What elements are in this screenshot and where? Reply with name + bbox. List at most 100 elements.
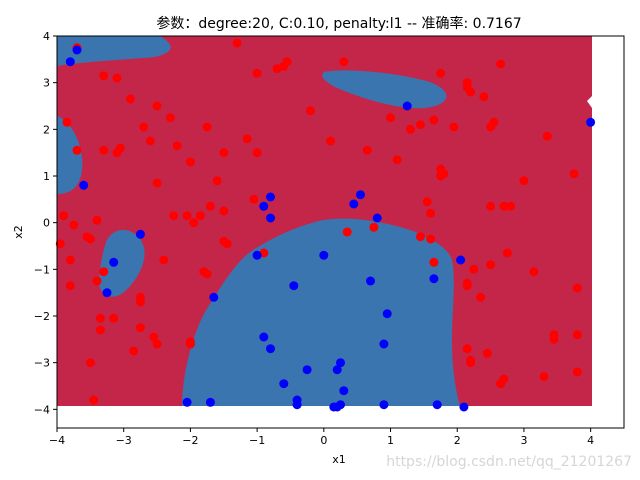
red-point	[506, 201, 516, 211]
red-point	[205, 201, 215, 211]
blue-point	[332, 365, 342, 375]
red-point	[112, 73, 122, 83]
red-point	[72, 145, 82, 155]
red-point	[59, 211, 69, 221]
y-tick-label: −3	[34, 357, 50, 370]
red-point	[436, 171, 446, 181]
x-tick-label: 1	[387, 434, 394, 447]
blue-point	[109, 257, 119, 267]
red-point	[95, 313, 105, 323]
red-point	[65, 281, 75, 291]
blue-point	[65, 57, 75, 67]
red-point	[222, 239, 232, 249]
blue-point	[456, 255, 466, 265]
class-region-blue-left	[57, 116, 83, 194]
red-point	[489, 117, 499, 127]
blue-point	[459, 402, 469, 412]
red-point	[462, 78, 472, 88]
blue-point	[182, 397, 192, 407]
blue-point	[135, 229, 145, 239]
red-point	[476, 292, 486, 302]
red-point	[182, 211, 192, 221]
red-point	[272, 64, 282, 74]
blue-point	[292, 400, 302, 410]
red-point	[202, 269, 212, 279]
x-tick-label: 3	[520, 434, 527, 447]
red-point	[125, 94, 135, 104]
red-point	[85, 234, 95, 244]
red-point	[95, 325, 105, 335]
red-point	[115, 143, 125, 153]
red-point	[339, 57, 349, 67]
blue-point	[356, 190, 365, 200]
blue-point	[336, 358, 345, 368]
red-point	[69, 220, 79, 230]
red-point	[496, 59, 506, 69]
red-point	[62, 117, 72, 127]
blue-point	[339, 386, 349, 396]
class-region-edge	[587, 36, 624, 406]
red-point	[486, 260, 496, 270]
x-tick-label: 4	[587, 434, 594, 447]
red-point	[542, 131, 552, 141]
y-tick-label: 1	[43, 170, 50, 183]
red-point	[99, 71, 109, 81]
red-point	[429, 257, 439, 267]
blue-point	[259, 332, 269, 342]
watermark-text: https://blog.csdn.net/qq_21201267	[386, 454, 632, 470]
red-point	[529, 267, 539, 277]
blue-point	[319, 250, 329, 260]
red-point	[469, 264, 479, 274]
red-point	[386, 113, 395, 123]
red-point	[185, 339, 195, 349]
blue-point	[72, 45, 82, 55]
blue-point	[102, 288, 112, 298]
red-point	[369, 222, 379, 232]
red-point	[436, 68, 446, 78]
y-axis-label: x2	[12, 225, 25, 239]
red-point	[145, 136, 155, 146]
blue-point	[379, 400, 389, 410]
blue-point	[382, 309, 392, 319]
red-point	[152, 101, 162, 111]
red-point	[462, 281, 472, 291]
class-region-blue-left-small	[98, 229, 145, 297]
red-point	[219, 148, 229, 158]
red-point	[499, 201, 509, 211]
red-point	[195, 211, 205, 221]
blue-point	[586, 117, 596, 127]
red-point	[159, 255, 169, 265]
red-point	[426, 234, 436, 244]
y-tick-label: 0	[43, 217, 50, 230]
red-point	[92, 215, 102, 225]
red-point	[242, 134, 252, 144]
red-point	[65, 255, 75, 265]
x-axis-ticks: −4 −3 −2 −1 0 1 2 3 4	[49, 428, 594, 447]
y-tick-label: 2	[43, 123, 50, 136]
blue-point	[266, 192, 275, 202]
red-point	[89, 395, 99, 405]
red-point	[129, 346, 139, 356]
red-point	[499, 374, 509, 384]
blue-point	[209, 292, 219, 302]
red-point	[212, 176, 222, 186]
red-point	[219, 206, 229, 216]
y-tick-label: −4	[34, 403, 50, 416]
class-region-blue-bottom	[182, 218, 460, 406]
red-point	[479, 92, 489, 102]
red-point	[426, 208, 436, 218]
blue-point	[402, 101, 412, 111]
y-tick-label: 3	[43, 77, 50, 90]
red-point	[466, 87, 476, 97]
red-point	[466, 355, 476, 365]
red-point	[569, 169, 579, 179]
blue-point	[79, 180, 89, 190]
red-point	[232, 38, 242, 48]
blue-point	[252, 250, 262, 260]
red-point	[202, 122, 212, 132]
blue-point	[289, 281, 299, 291]
red-point	[149, 332, 159, 342]
blue-point	[429, 274, 439, 284]
blue-point	[372, 213, 382, 223]
